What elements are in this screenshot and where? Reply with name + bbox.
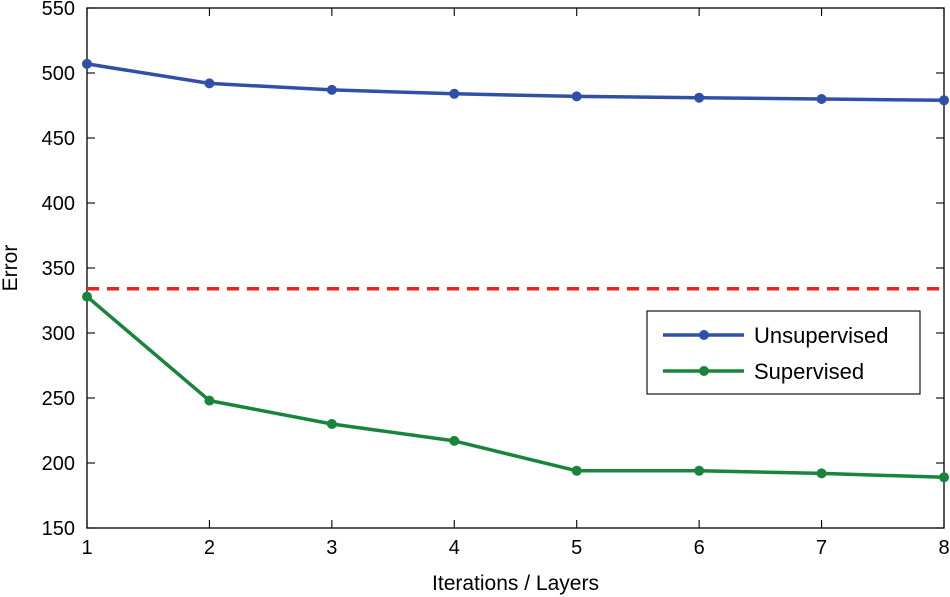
legend-label: Unsupervised [754, 323, 889, 348]
series-layer [82, 58, 949, 483]
x-tick-label: 4 [449, 537, 460, 559]
y-tick-label: 400 [42, 193, 75, 215]
x-tick-label: 1 [81, 537, 92, 559]
data-point [816, 94, 827, 104]
x-tick-label: 5 [571, 537, 582, 559]
legend-entry-supervised: Supervised [663, 359, 864, 384]
x-tick-label: 7 [816, 537, 827, 559]
y-tick-label: 500 [42, 63, 75, 85]
data-point [204, 78, 215, 89]
x-axis-ticks: 1 2 3 4 5 6 7 8 [81, 8, 950, 559]
y-tick-label: 550 [42, 0, 75, 20]
data-point [694, 92, 705, 103]
legend-swatch-marker [699, 330, 709, 340]
legend-swatch-marker [699, 366, 709, 376]
data-point [449, 435, 460, 446]
data-point [694, 465, 705, 476]
x-tick-label: 2 [204, 537, 215, 559]
x-tick-label: 6 [694, 537, 705, 559]
y-axis-ticks: 150 200 250 300 350 400 450 500 550 [42, 0, 944, 540]
y-tick-label: 350 [42, 258, 75, 280]
legend: Unsupervised Supervised [646, 310, 921, 395]
data-point [939, 472, 949, 483]
data-point [326, 419, 337, 429]
data-point [82, 58, 92, 69]
legend-entry-unsupervised: Unsupervised [663, 323, 889, 348]
plot-area: 1 2 3 4 5 6 7 8 150 200 250 300 350 400 450 500 550 [42, 0, 950, 559]
legend-box [646, 310, 921, 395]
data-point [571, 465, 582, 476]
data-point [204, 395, 215, 406]
data-point [571, 91, 582, 102]
x-tick-label: 3 [326, 537, 337, 559]
series-supervised [82, 291, 949, 483]
x-tick-label: 8 [938, 537, 949, 559]
legend-label: Supervised [754, 359, 864, 384]
data-point [326, 84, 337, 95]
y-tick-label: 450 [42, 128, 75, 150]
y-axis-title: Error [0, 245, 22, 292]
plot-frame [86, 7, 945, 529]
data-point [449, 88, 460, 99]
data-point [816, 468, 827, 479]
legend-entries: Unsupervised Supervised [663, 323, 889, 384]
series-line [85, 62, 946, 103]
data-point [939, 95, 949, 106]
series-line [85, 294, 946, 480]
y-tick-label: 200 [42, 453, 75, 475]
x-axis-title: Iterations / Layers [432, 572, 599, 595]
y-tick-label: 250 [42, 388, 75, 410]
series-unsupervised [82, 58, 949, 106]
y-tick-label: 300 [42, 323, 75, 345]
y-tick-label: 150 [42, 518, 75, 540]
data-point [82, 291, 92, 302]
